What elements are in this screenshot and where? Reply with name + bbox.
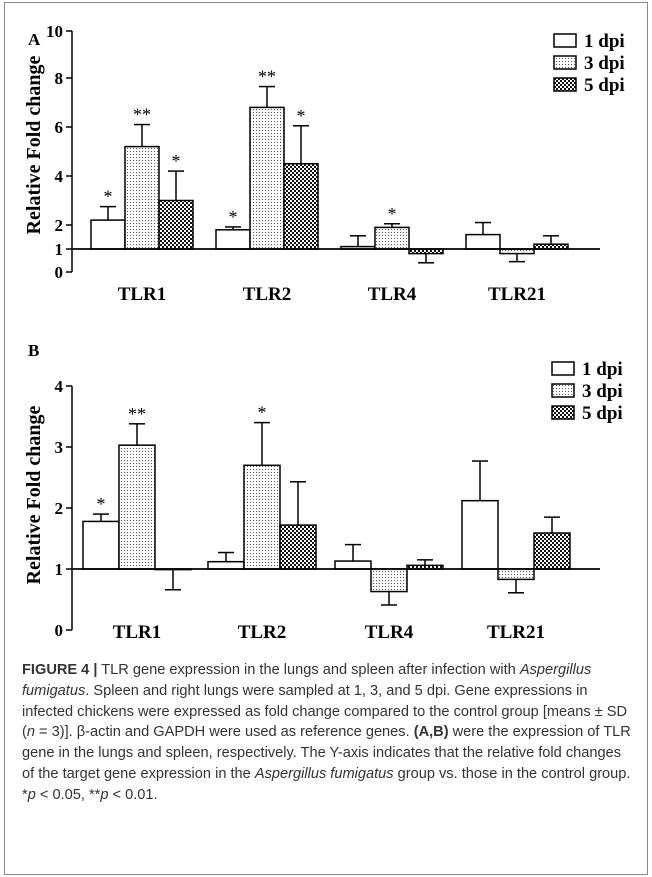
x-tick-label: TLR21: [488, 284, 546, 305]
caption-figure-label: FIGURE 4 |: [22, 662, 98, 678]
significance-label: *: [97, 494, 106, 514]
significance-label: **: [128, 404, 146, 424]
legend-label: 5 dpi: [582, 403, 623, 424]
bar-5-dpi-TLR21: [533, 532, 571, 570]
caption-species-1: Aspergillus fumigatus: [22, 662, 592, 699]
significance-label: *: [172, 151, 181, 171]
y-tick-label: 6: [55, 118, 64, 137]
panel-a-label: A: [28, 30, 41, 49]
bar-1-dpi-TLR2: [215, 229, 251, 250]
caption-text-2: . Spleen and right lungs were sampled at…: [22, 682, 628, 741]
caption-text-1: TLR gene expression in the lungs and spl…: [97, 662, 520, 678]
legend-swatch-3-dpi: [553, 55, 577, 70]
significance-label: **: [258, 67, 276, 87]
bar-3-dpi-TLR1: [124, 145, 160, 250]
bar-5-dpi-TLR2: [279, 524, 317, 570]
bar-1-dpi-TLR2: [207, 560, 245, 570]
legend-label: 3 dpi: [584, 53, 625, 74]
significance-label: *: [104, 187, 113, 207]
y-tick-label: 2: [55, 216, 64, 235]
legend-label: 1 dpi: [584, 31, 625, 52]
caption-text-4: were the expression of TLR gene in the l…: [22, 724, 631, 782]
legend-swatch-1-dpi: [551, 361, 575, 376]
y-tick-label: 1: [55, 560, 64, 579]
bar-3-dpi-TLR2: [243, 464, 281, 570]
bar-5-dpi-TLR2: [283, 163, 319, 250]
y-axis-label: Relative Fold change: [23, 55, 45, 234]
bar-3-dpi-TLR21: [497, 568, 535, 581]
legend-label: 3 dpi: [582, 381, 623, 402]
y-axis-label: Relative Fold change: [23, 405, 45, 584]
caption-p-1: p: [27, 786, 36, 803]
caption-panels-ref: (A,B): [413, 724, 449, 741]
bar-1-dpi-TLR21: [465, 233, 501, 250]
bar-1-dpi-TLR1: [82, 520, 120, 570]
bar-3-dpi-TLR1: [118, 444, 156, 570]
x-tick-label: TLR2: [238, 622, 287, 643]
bar-1-dpi-TLR1: [90, 219, 126, 250]
x-tick-label: TLR2: [243, 284, 292, 305]
legend-label: 1 dpi: [582, 359, 623, 380]
y-tick-label: 1: [55, 240, 64, 259]
y-tick-label: 0: [55, 621, 64, 640]
significance-label: *: [258, 403, 267, 423]
bar-3-dpi-TLR4: [370, 568, 408, 593]
x-tick-label: TLR21: [487, 622, 545, 643]
legend-swatch-5-dpi: [553, 77, 577, 92]
y-tick-label: 2: [55, 499, 64, 518]
y-tick-label: 4: [55, 377, 64, 396]
y-tick-label: 4: [55, 167, 64, 186]
significance-label: *: [297, 106, 306, 126]
bar-1-dpi-TLR21: [461, 499, 499, 570]
legend-label: 5 dpi: [584, 75, 625, 96]
caption-text-5: group vs. those in the control group. *: [22, 765, 631, 803]
caption-p-2: p: [100, 786, 109, 803]
legend-swatch-1-dpi: [553, 33, 577, 48]
panel-b-label: B: [28, 341, 39, 360]
y-tick-label: 8: [55, 69, 64, 88]
bar-3-dpi-TLR2: [249, 106, 285, 250]
caption-text-3: = 3)]. β-actin and GAPDH were used as re…: [35, 724, 414, 741]
significance-label: *: [229, 207, 238, 227]
significance-label: **: [133, 105, 151, 125]
x-tick-label: TLR1: [118, 284, 167, 305]
caption-text-7: < 0.01.: [108, 786, 158, 803]
bar-1-dpi-TLR4: [334, 560, 372, 570]
figure-frame: [4, 2, 648, 875]
legend-swatch-3-dpi: [551, 383, 575, 398]
x-tick-label: TLR1: [113, 622, 162, 643]
legend-swatch-5-dpi: [551, 405, 575, 420]
x-tick-label: TLR4: [365, 622, 414, 643]
significance-label: *: [388, 204, 397, 224]
figure-caption: FIGURE 4 | TLR gene expression in the lu…: [22, 660, 634, 806]
bar-5-dpi-TLR1: [158, 199, 194, 250]
y-tick-label: 3: [55, 438, 64, 457]
x-tick-label: TLR4: [368, 284, 417, 305]
caption-species-2: Aspergillus fumigatus: [254, 765, 394, 782]
y-tick-label: 10: [46, 22, 63, 41]
y-tick-label: 0: [55, 263, 64, 282]
caption-text-6: < 0.05, **: [35, 786, 101, 803]
bar-3-dpi-TLR4: [374, 226, 410, 250]
caption-n-symbol: n: [26, 724, 35, 741]
